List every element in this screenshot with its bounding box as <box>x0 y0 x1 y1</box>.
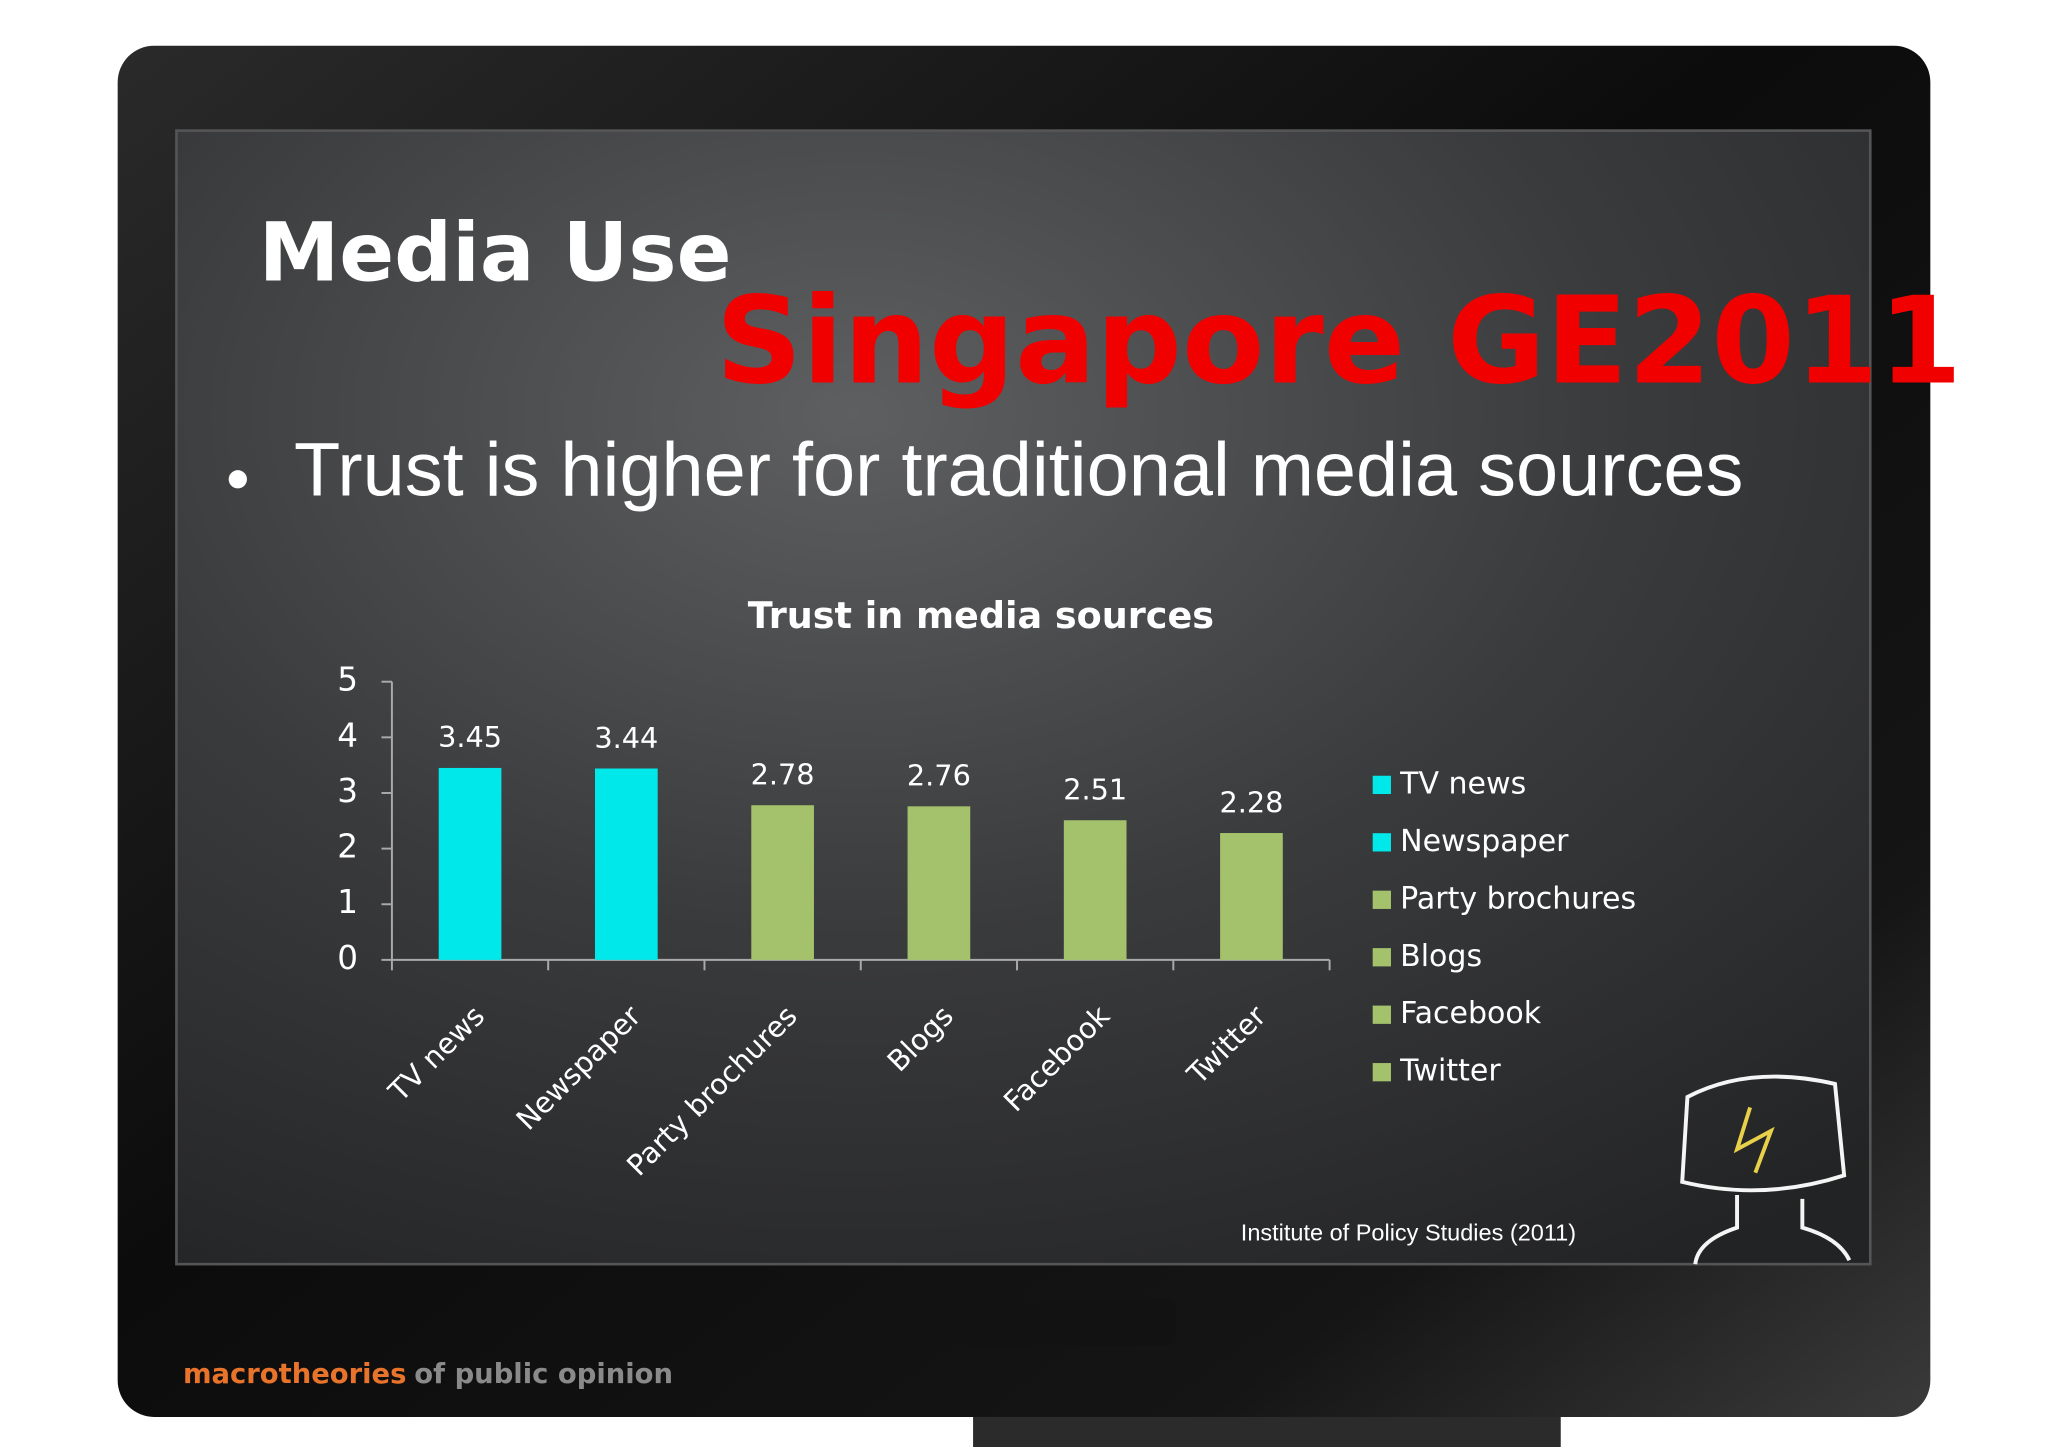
y-tick-label: 0 <box>337 939 358 977</box>
chart-title: Trust in media sources <box>748 594 1214 637</box>
source-note: Institute of Policy Studies (2011) <box>1241 1219 1576 1245</box>
legend-swatch <box>1372 890 1391 909</box>
legend-swatch <box>1372 775 1391 795</box>
y-tick-label: 5 <box>337 661 358 699</box>
bar <box>751 805 814 960</box>
legend-swatch <box>1372 833 1391 852</box>
legend-label: Facebook <box>1400 996 1542 1031</box>
legend-label: Blogs <box>1400 939 1482 974</box>
value-label: 2.51 <box>1063 773 1127 807</box>
footer-brand: macrotheories <box>183 1359 406 1390</box>
footer-rest: of public opinion <box>414 1359 673 1390</box>
bar <box>1220 833 1283 960</box>
value-label: 3.45 <box>438 720 502 754</box>
footer: macrotheories of public opinion <box>183 1359 673 1390</box>
value-label: 3.44 <box>594 721 658 755</box>
legend-label: Party brochures <box>1400 881 1636 916</box>
slide-title: Media Use <box>259 207 732 301</box>
y-tick-label: 3 <box>337 772 358 810</box>
y-tick-label: 4 <box>337 716 358 754</box>
screen <box>175 129 1872 1266</box>
legend-label: Twitter <box>1399 1054 1501 1089</box>
bar <box>1063 820 1127 960</box>
value-label: 2.28 <box>1219 785 1283 819</box>
monitor-stand <box>973 1416 1561 1447</box>
legend-label: TV news <box>1399 766 1526 801</box>
bullet-dot <box>228 470 247 489</box>
value-label: 2.78 <box>751 757 815 791</box>
legend-label: Newspaper <box>1400 824 1569 859</box>
value-label: 2.76 <box>907 759 971 793</box>
monitor-logo-plate <box>894 1299 1176 1346</box>
y-tick-label: 1 <box>337 883 358 921</box>
legend-swatch <box>1372 948 1391 967</box>
legend-swatch <box>1372 1063 1391 1082</box>
y-tick-label: 2 <box>337 828 358 866</box>
legend-swatch <box>1372 1005 1391 1024</box>
bar <box>438 767 502 960</box>
bar <box>594 768 658 960</box>
bar <box>907 806 971 960</box>
headline: Singapore GE2011 <box>716 272 1962 412</box>
bullet-text: Trust is higher for traditional media so… <box>294 427 1743 512</box>
tv-icon <box>1680 1074 1852 1265</box>
